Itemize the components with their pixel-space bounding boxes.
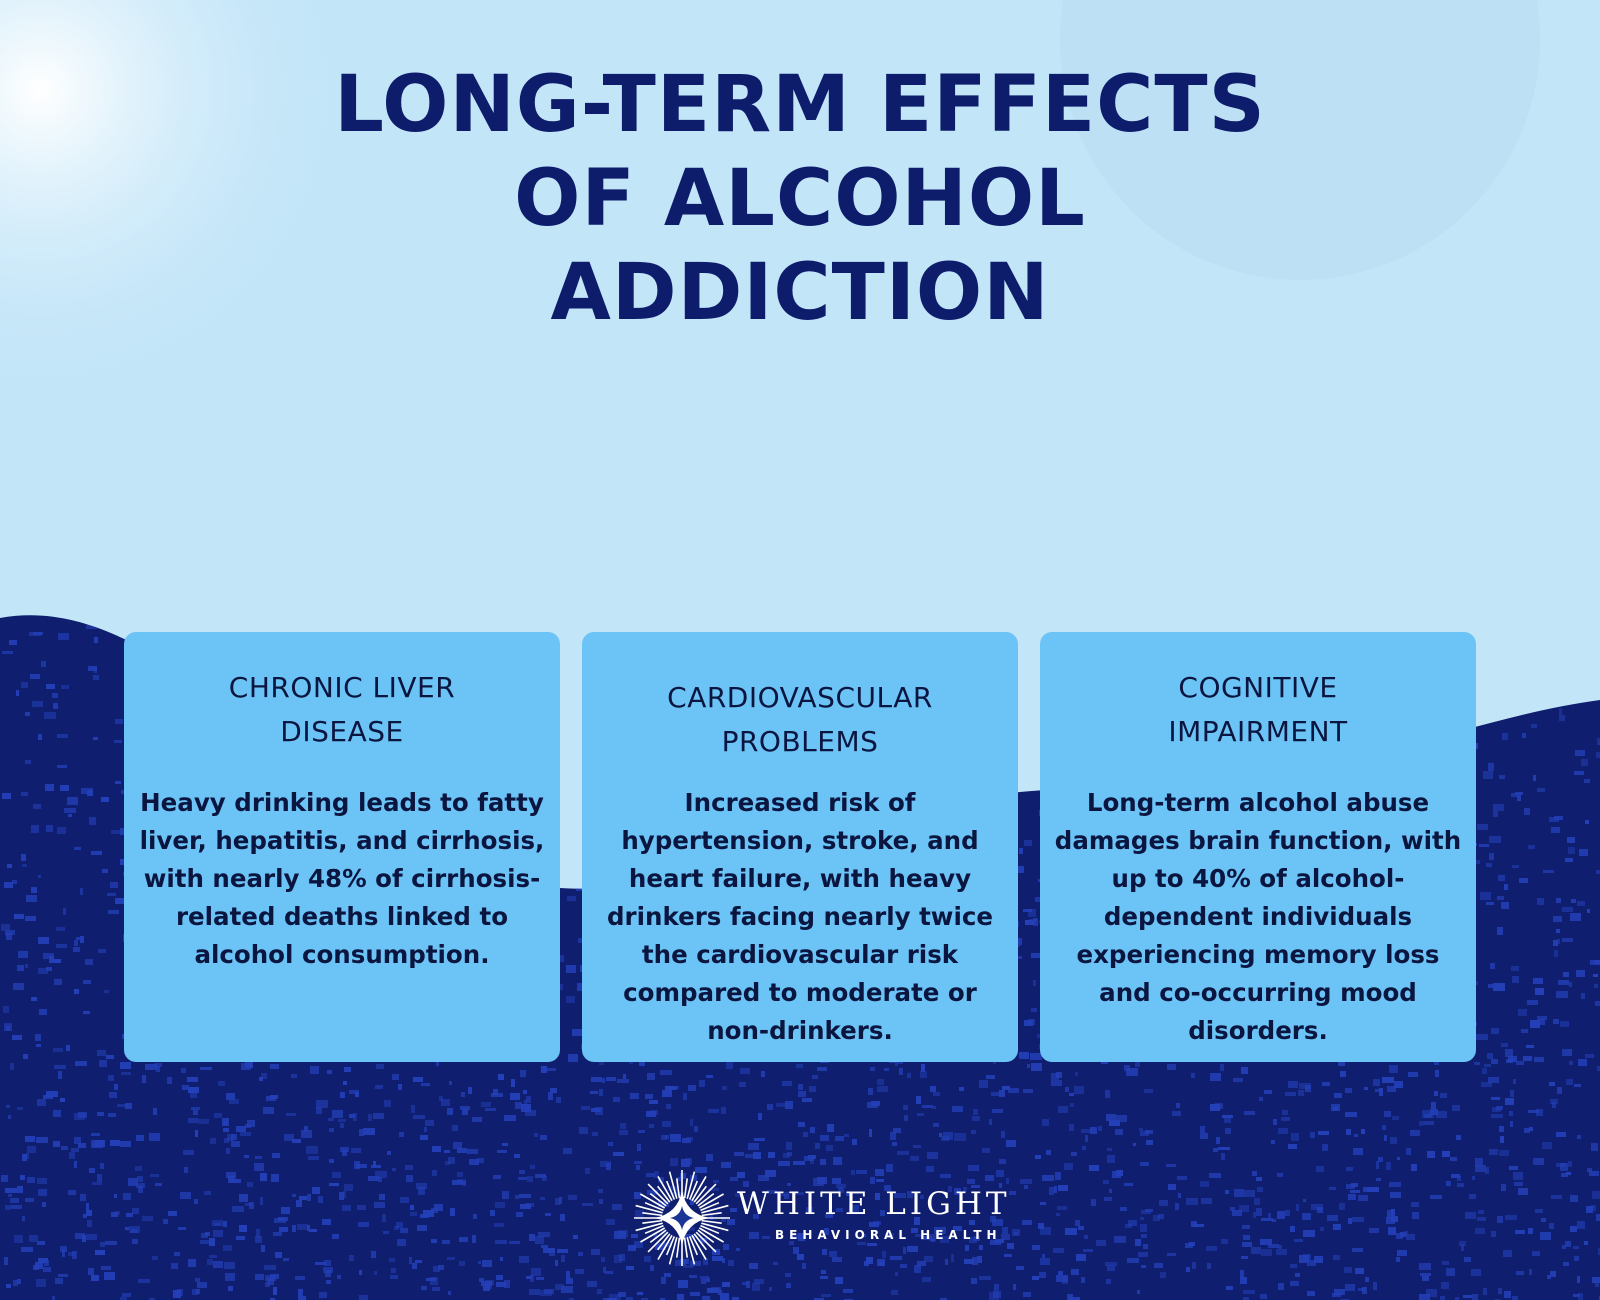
card-body: Long-term alcohol abuse damages brain fu…	[1054, 788, 1462, 1045]
card-cognitive: COGNITIVE IMPAIRMENT Long-term alcohol ab…	[1040, 632, 1476, 1062]
card-heading: CHRONIC LIVER DISEASE	[228, 671, 456, 748]
title-line: ADDICTION	[550, 248, 1050, 338]
card-heading: CARDIOVASCULAR PROBLEMS	[667, 681, 933, 758]
logo-tagline: BEHAVIORAL HEALTH	[775, 1228, 1002, 1242]
logo: WHITE LIGHT BEHAVIORAL HEALTH	[632, 1168, 1052, 1268]
title-line: OF ALCOHOL	[514, 154, 1086, 244]
card-cardiovascular: CARDIOVASCULAR PROBLEMS Increased risk of…	[582, 632, 1018, 1062]
card-body: Increased risk of hypertension, stroke, …	[607, 788, 993, 1045]
card-liver-disease: CHRONIC LIVER DISEASE Heavy drinking lead…	[124, 632, 560, 1062]
starburst-icon	[634, 1170, 730, 1266]
card-body: Heavy drinking leads to fatty liver, hep…	[139, 788, 545, 969]
page-title: LONG-TERM EFFECTS OF ALCOHOL ADDICTION	[0, 58, 1600, 340]
card-heading: COGNITIVE IMPAIRMENT	[1168, 671, 1348, 748]
title-line: LONG-TERM EFFECTS	[334, 60, 1266, 150]
logo-name: WHITE LIGHT	[737, 1186, 1011, 1222]
